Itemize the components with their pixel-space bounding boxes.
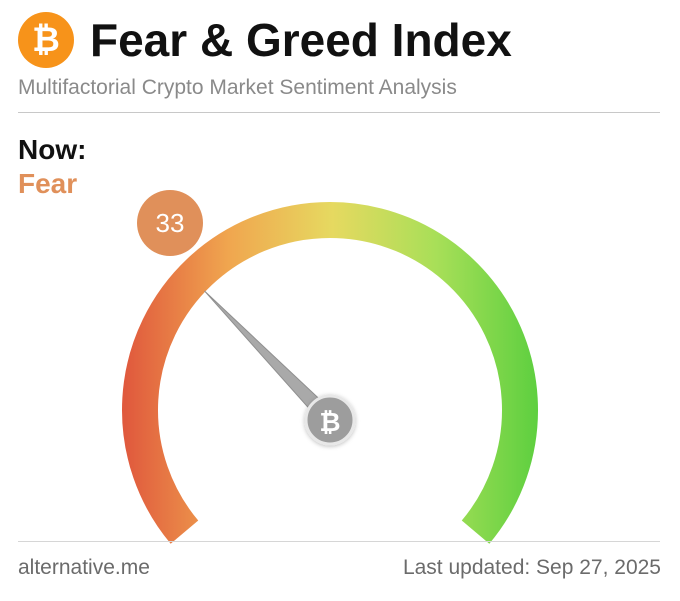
gauge-center-hub — [304, 394, 356, 446]
footer-divider — [18, 541, 660, 542]
page-subtitle: Multifactorial Crypto Market Sentiment A… — [18, 76, 457, 99]
page-title: Fear & Greed Index — [90, 14, 512, 66]
gauge-arc — [122, 202, 538, 544]
header: ₿ Fear & Greed Index — [18, 12, 512, 68]
sentiment-classification: Fear — [18, 168, 78, 199]
source-link[interactable]: alternative.me — [18, 556, 150, 579]
last-updated: Last updated: Sep 27, 2025 — [402, 556, 661, 579]
value-badge: 33 — [137, 190, 203, 256]
bitcoin-logo-glyph: ₿ — [32, 20, 60, 60]
bitcoin-icon: ₿ — [319, 408, 340, 438]
value-badge-text: 33 — [156, 208, 185, 238]
header-divider — [18, 112, 660, 113]
now-label: Now: — [18, 134, 87, 165]
bitcoin-logo-icon: ₿ — [18, 12, 74, 68]
